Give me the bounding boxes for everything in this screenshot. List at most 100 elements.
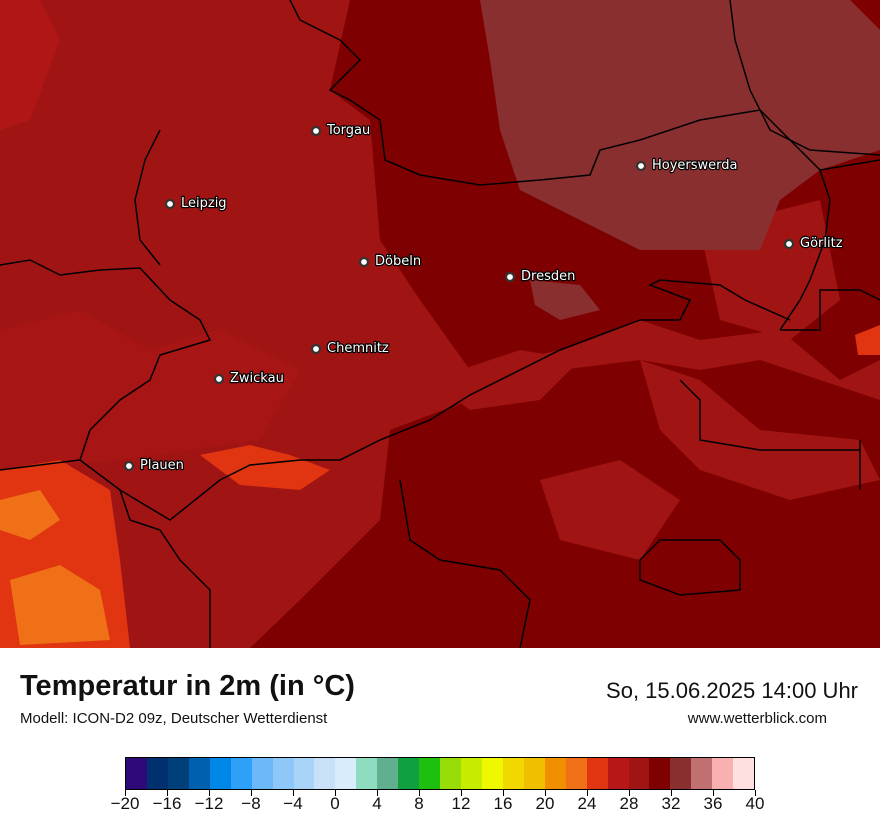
colorbar-tick-label: −16 [152,794,182,813]
city-label-doebeln: Döbeln [375,254,421,269]
colorbar-segment [230,758,252,789]
temperature-colorbar [125,757,755,790]
colorbar-segment [628,758,650,789]
colorbar-segment [440,758,461,789]
colorbar-tick-label: −8 [241,794,261,813]
city-label-dresden: Dresden [521,269,575,284]
map-footer: Temperatur in 2m (in °C) Modell: ICON-D2… [0,648,880,830]
website-link[interactable]: www.wetterblick.com [687,710,827,727]
city-marker-dresden[interactable]: Dresden [504,268,577,285]
colorbar-tick-label: 24 [577,794,597,813]
city-dot-icon [123,460,135,472]
colorbar-segment [209,758,231,789]
country-border-east [780,289,880,331]
city-marker-doebeln[interactable]: Döbeln [358,253,422,270]
city-dot-icon [635,160,647,172]
colorbar-tick-label: −4 [283,794,303,813]
colorbar-segment [188,758,210,789]
city-dot-icon [310,125,322,137]
colorbar-segment [586,758,608,789]
city-dot-icon [504,271,516,283]
temperature-field-24-26-east [855,325,880,355]
temperature-field-28-30-island-2 [640,360,880,500]
city-marker-torgau[interactable]: Torgau [310,122,371,139]
city-marker-leipzig[interactable]: Leipzig [164,195,228,212]
colorbar-tick [754,790,756,796]
city-label-zwickau: Zwickau [230,371,284,386]
colorbar-tick [334,790,336,796]
colorbar-tick [418,790,420,796]
city-marker-hoyerswerda[interactable]: Hoyerswerda [635,157,739,174]
temperature-map: Torgau Leipzig Hoyerswerda Görlitz Döbel… [0,0,880,648]
map-canvas: Torgau Leipzig Hoyerswerda Görlitz Döbel… [0,0,880,648]
colorbar-tick-label: −12 [194,794,224,813]
city-label-plauen: Plauen [140,458,184,473]
colorbar-segment [607,758,629,789]
city-label-chemnitz: Chemnitz [327,341,389,356]
region-border-3 [679,379,860,451]
city-marker-chemnitz[interactable]: Chemnitz [310,340,390,357]
city-marker-goerlitz[interactable]: Görlitz [783,235,844,252]
colorbar-tick [712,790,714,796]
colorbar-segment [167,758,189,789]
colorbar-tick-label: 0 [330,794,340,813]
colorbar-tick [670,790,672,796]
colorbar-segment [335,758,357,789]
temperature-field-26-28-central [0,310,300,470]
city-label-goerlitz: Görlitz [800,236,843,251]
colorbar-tick-label: 20 [535,794,555,813]
colorbar-segment [712,758,734,789]
region-border-2 [639,539,741,596]
temperature-field-22-24-spot-2 [10,565,110,645]
colorbar-segment [502,758,524,789]
city-marker-plauen[interactable]: Plauen [123,457,185,474]
colorbar-segment [146,758,168,789]
colorbar-segment [461,758,482,789]
colorbar-segment [649,758,671,789]
colorbar-tick [628,790,630,796]
colorbar-tick-label: 40 [745,794,765,813]
colorbar-tick-label: 8 [414,794,424,813]
forecast-datetime: So, 15.06.2025 14:00 Uhr [606,678,858,703]
colorbar-tick [376,790,378,796]
colorbar-segment [544,758,566,789]
colorbar-tick-label: 16 [493,794,513,813]
country-border-poland [819,159,880,171]
state-border-north [289,0,831,331]
colorbar-tick-label: −20 [110,794,140,813]
colorbar-tick [460,790,462,796]
temperature-field-32-34-northeast [480,0,880,250]
colorbar-segment [481,758,503,789]
colorbar-tick-label: 28 [619,794,639,813]
city-dot-icon [310,343,322,355]
colorbar-segment [314,758,336,789]
colorbar-segment [377,758,399,789]
colorbar-tick [166,790,168,796]
border-lines [0,0,880,648]
state-border-west [0,259,212,471]
colorbar-tick [208,790,210,796]
colorbar-segment [565,758,587,789]
colorbar-ticks: −20 −16 −12 −8 −4 0 4 8 12 16 20 24 28 32 36 40 [111,790,764,826]
colorbar-tick-label: 36 [703,794,723,813]
model-info: Modell: ICON-D2 09z, Deutscher Wetterdie… [20,710,328,727]
country-border-czech [79,279,791,521]
colorbar-tick-label: 4 [372,794,382,813]
colorbar-segment [691,758,713,789]
colorbar-tick [502,790,504,796]
temperature-field-28-30-island-4 [540,460,680,560]
city-label-hoyerswerda: Hoyerswerda [652,158,738,173]
district-border-leipzig [134,129,161,266]
colorbar-segment [356,758,378,789]
colorbar-tick-label: 12 [451,794,471,813]
city-dot-icon [358,256,370,268]
colorbar-tick [544,790,546,796]
temperature-field-28-30-island-1 [430,350,580,410]
country-border-poland-north [729,0,880,156]
colorbar-segment [419,758,441,789]
city-marker-zwickau[interactable]: Zwickau [213,370,285,387]
colorbar-tick-label: 32 [661,794,681,813]
colorbar-tick [250,790,252,796]
colorbar-segment [523,758,545,789]
colorbar-tick [124,790,126,796]
